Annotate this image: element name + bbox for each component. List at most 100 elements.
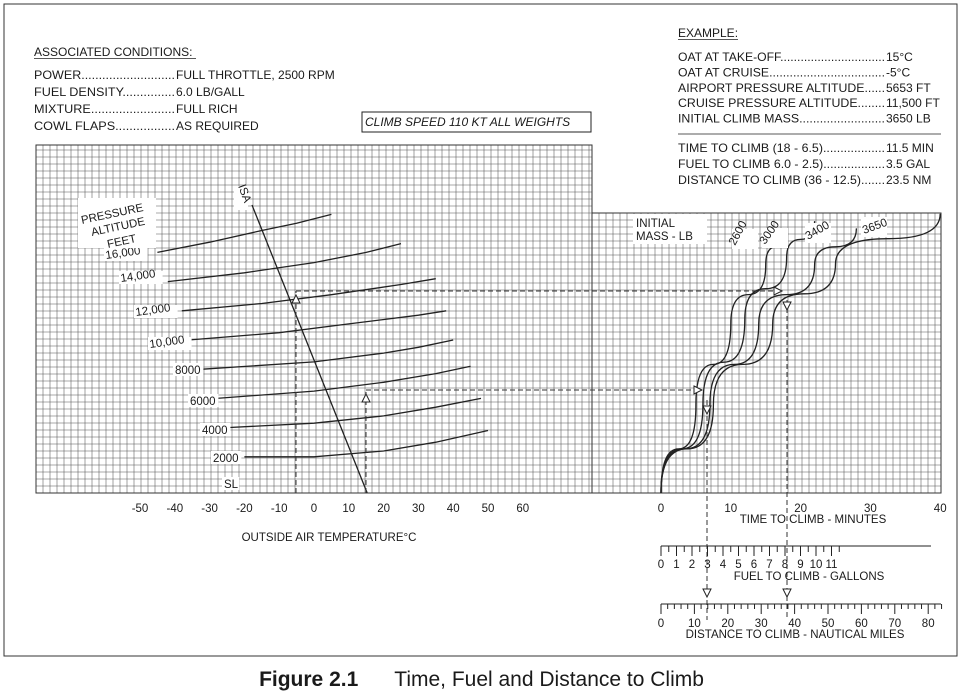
altitude-label-bg (211, 451, 242, 464)
mass-curve-3000 (660, 221, 816, 494)
condition-value: FULL THROTTLE, 2500 RPM (176, 68, 335, 82)
fuel-tick-label: 9 (797, 559, 803, 571)
fuel-tick-label: 10 (810, 559, 823, 571)
example-result-label: FUEL TO CLIMB 6.0 - 2.5)................… (678, 157, 885, 171)
altitude-curve-10,000 (188, 310, 447, 341)
oat-tick-label: -20 (236, 503, 253, 515)
oat-tick-label: -30 (201, 503, 218, 515)
arrow-time-low-down (702, 405, 712, 416)
condition-value: AS REQUIRED (176, 119, 259, 133)
left-grid-border (35, 144, 593, 494)
example-result-value: 3.5 GAL (886, 157, 930, 171)
condition-label: FUEL DENSITY............... (34, 85, 175, 99)
altitude-label: SL (224, 479, 239, 491)
time-tick-label: 0 (658, 503, 664, 515)
time-tick-label: 40 (934, 503, 947, 515)
distance-tick-label: 50 (822, 618, 835, 630)
condition-label: MIXTURE........................ (34, 102, 175, 116)
figure-caption: Figure 2.1 Time, Fuel and Distance to Cli… (0, 668, 963, 692)
altitude-label-bg (148, 337, 192, 350)
right-grid-border (591, 212, 942, 494)
example-result-label: DISTANCE TO CLIMB (36 - 12.5)....... (678, 173, 885, 187)
arrow-airport-right (693, 385, 704, 395)
isa-label-bg (234, 186, 248, 210)
altitude-label-bg (119, 271, 163, 284)
mass-label-bg (805, 223, 831, 243)
arrow-cruise-up (291, 293, 301, 304)
altitude-curve-8000 (202, 339, 454, 370)
initial-mass-label-bg (633, 214, 707, 244)
altitude-curve-2000 (244, 429, 489, 458)
fuel-tick-label: 3 (704, 559, 710, 571)
oat-tick-label: -50 (132, 503, 149, 515)
altitude-label-bg (134, 305, 178, 318)
distance-tick-label: 0 (658, 618, 664, 630)
example-label: CRUISE PRESSURE ALTITUDE........ (678, 96, 885, 110)
figure-number: Figure 2.1 (259, 668, 359, 691)
fuel-tick-label: 11 (826, 559, 838, 571)
mass-curve-2600 (660, 228, 788, 494)
example-value: 11,500 FT (886, 96, 940, 110)
example-title: EXAMPLE: (678, 26, 738, 40)
arrow-cruise-right (773, 286, 784, 296)
isa-line (251, 204, 368, 494)
fuel-tick-label: 2 (689, 559, 695, 571)
oat-tick-label: 60 (516, 503, 529, 515)
fuel-tick-label: 4 (720, 559, 727, 571)
fuel-tick-label: 0 (658, 559, 664, 571)
example-value: 15°C (886, 50, 913, 64)
time-axis-label: TIME TO CLIMB - MINUTES (740, 514, 887, 526)
time-tick-label: 30 (864, 503, 877, 515)
oat-tick-label: 30 (412, 503, 425, 515)
left-grid (35, 144, 593, 494)
condition-value: FULL RICH (176, 102, 238, 116)
arrow-fuel-low-down (702, 588, 712, 599)
example-result-value: 23.5 NM (886, 173, 931, 187)
altitude-curve-12,000 (181, 278, 436, 312)
distance-tick-label: 80 (922, 618, 935, 630)
altitude-label: 16,000 (105, 245, 142, 262)
initial-mass-label: MASS - LB (636, 231, 693, 243)
altitude-label: 6000 (190, 396, 216, 408)
oat-tick-label: -40 (166, 503, 183, 515)
altitude-label-bg (188, 394, 219, 407)
mass-curve-3650 (660, 213, 941, 494)
example-result-label: TIME TO CLIMB (18 - 6.5)................… (678, 141, 885, 155)
mass-label-bg (762, 228, 788, 248)
altitude-label: 4000 (202, 425, 228, 437)
time-tick-label: 20 (794, 503, 807, 515)
time-tick-label: 10 (724, 503, 737, 515)
condition-value: 6.0 LB/GALL (176, 85, 245, 99)
left-gridlines (35, 145, 592, 494)
arrow-fuel-high-down (782, 588, 792, 599)
oat-tick-label: 0 (311, 503, 317, 515)
fuel-tick-label: 8 (782, 559, 788, 571)
altitude-label: 14,000 (120, 268, 157, 285)
fuel-tick-label: 1 (673, 559, 679, 571)
oat-tick-label: 20 (377, 503, 390, 515)
distance-tick-label: 60 (855, 618, 868, 630)
altitude-label-bg (200, 423, 231, 436)
example-path (291, 286, 792, 620)
example-value: 5653 FT (886, 81, 931, 95)
arrow-takeoff-up (361, 392, 371, 403)
example-label: OAT AT TAKE-OFF.........................… (678, 50, 885, 64)
altitude-curve-14,000 (167, 242, 402, 283)
distance-tick-label: 20 (721, 618, 734, 630)
fuel-axis-label: FUEL TO CLIMB - GALLONS (734, 571, 885, 583)
mass-label-bg (732, 229, 758, 249)
example-label: INITIAL CLIMB MASS......................… (678, 112, 885, 126)
altitude-label: 10,000 (149, 334, 186, 351)
y-axis-label: FEET (106, 233, 137, 251)
example-label: OAT AT CRUISE...........................… (678, 65, 885, 79)
example-value: 3650 LB (886, 112, 931, 126)
oat-tick-label: 10 (342, 503, 355, 515)
altitude-label-bg (104, 248, 148, 261)
altitude-label: 12,000 (135, 302, 172, 319)
fuel-tick-label: 5 (735, 559, 741, 571)
altitude-label-bg (173, 363, 204, 376)
